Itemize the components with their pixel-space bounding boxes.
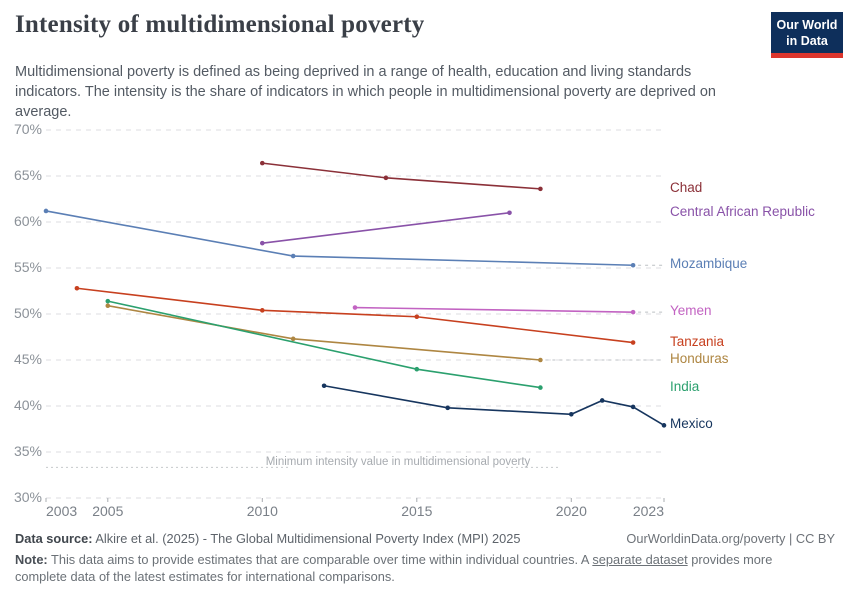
note-label: Note: bbox=[15, 552, 48, 567]
series-point-yemen-2013[interactable] bbox=[352, 305, 358, 310]
x-axis-label-2005: 2005 bbox=[92, 503, 124, 519]
y-axis-label-65: 65% bbox=[13, 167, 42, 183]
series-line-yemen[interactable] bbox=[354, 306, 634, 313]
series-point-tanzania-2010[interactable] bbox=[260, 308, 265, 313]
y-axis-label-60: 60% bbox=[13, 213, 42, 229]
series-point-tanzania-2015[interactable] bbox=[414, 314, 420, 320]
separate-dataset-link[interactable]: separate dataset bbox=[592, 552, 688, 567]
series-point-honduras-2019[interactable] bbox=[538, 357, 543, 363]
annotation-text: Minimum intensity value in multidimensio… bbox=[265, 456, 531, 468]
y-axis-label-50: 50% bbox=[13, 305, 42, 321]
series-label-india[interactable]: India bbox=[670, 378, 700, 394]
series-line-mexico[interactable] bbox=[323, 384, 665, 427]
series-point-mozambique-2011[interactable] bbox=[290, 253, 296, 259]
attribution-link[interactable]: OurWorldinData.org/poverty | CC BY bbox=[626, 531, 835, 546]
series-label-mozambique[interactable]: Mozambique bbox=[670, 256, 748, 272]
series-point-mexico-2016[interactable] bbox=[445, 405, 451, 411]
series-point-mexico-2023[interactable] bbox=[661, 423, 667, 428]
series-point-mozambique-2022[interactable] bbox=[630, 262, 636, 268]
x-axis-label-2020: 2020 bbox=[555, 503, 587, 519]
chart-footer: Data source: Alkire et al. (2025) - The … bbox=[15, 531, 835, 586]
series-point-honduras-2005[interactable] bbox=[105, 303, 111, 309]
owid-logo-line1: Our World bbox=[776, 18, 838, 32]
series-point-central-african-republic-2010[interactable] bbox=[260, 240, 265, 246]
y-axis-label-55: 55% bbox=[13, 259, 42, 275]
data-source: Data source: Alkire et al. (2025) - The … bbox=[15, 531, 520, 546]
series-label-yemen[interactable]: Yemen bbox=[670, 303, 712, 319]
series-line-central-african-republic[interactable] bbox=[262, 212, 510, 244]
series-point-tanzania-2022[interactable] bbox=[630, 340, 636, 345]
x-axis-label-2010: 2010 bbox=[246, 503, 278, 519]
note-text-2: provides more complete data of the lates… bbox=[15, 552, 773, 585]
series-point-chad-2010[interactable] bbox=[260, 160, 265, 166]
series-label-mexico[interactable]: Mexico bbox=[670, 416, 713, 432]
data-source-text: Alkire et al. (2025) - The Global Multid… bbox=[92, 531, 521, 546]
series-line-mozambique[interactable] bbox=[45, 210, 634, 267]
series-point-india-2005[interactable] bbox=[105, 298, 111, 304]
y-axis-label-45: 45% bbox=[13, 351, 42, 367]
x-axis-label-2023: 2023 bbox=[632, 503, 664, 519]
owid-logo-line2: in Data bbox=[786, 34, 828, 48]
page-title: Intensity of multidimensional poverty bbox=[15, 11, 425, 38]
x-axis-label-2003: 2003 bbox=[46, 503, 78, 519]
series-line-india[interactable] bbox=[107, 300, 541, 389]
series-point-mexico-2022[interactable] bbox=[630, 404, 636, 410]
y-axis-label-35: 35% bbox=[13, 443, 42, 459]
owid-logo[interactable]: Our World in Data bbox=[771, 12, 843, 58]
chart-subtitle: Multidimensional poverty is defined as b… bbox=[15, 64, 716, 120]
series-point-honduras-2011[interactable] bbox=[290, 336, 296, 342]
series-point-central-african-republic-2018[interactable] bbox=[507, 210, 512, 216]
series-point-mozambique-2003[interactable] bbox=[43, 208, 49, 214]
series-label-honduras[interactable]: Honduras bbox=[670, 351, 729, 366]
series-point-india-2019[interactable] bbox=[538, 385, 543, 390]
x-axis-label-2015: 2015 bbox=[401, 503, 433, 519]
series-point-mexico-2020[interactable] bbox=[569, 411, 574, 417]
series-point-mexico-2012[interactable] bbox=[321, 383, 327, 389]
series-label-tanzania[interactable]: Tanzania bbox=[670, 333, 725, 349]
chart-note: Note: This data aims to provide estimate… bbox=[15, 551, 805, 586]
y-axis-label-70: 70% bbox=[13, 121, 42, 137]
series-label-central-african-republic[interactable]: Central African Republic bbox=[670, 203, 815, 219]
series-point-yemen-2022[interactable] bbox=[630, 309, 636, 315]
y-axis-label-40: 40% bbox=[13, 397, 42, 413]
series-label-chad[interactable]: Chad bbox=[670, 179, 703, 195]
series-line-honduras[interactable] bbox=[107, 304, 541, 361]
series-point-chad-2014[interactable] bbox=[383, 175, 389, 181]
series-point-tanzania-2004[interactable] bbox=[74, 285, 80, 291]
y-axis-label-30: 30% bbox=[13, 489, 42, 505]
data-source-label: Data source: bbox=[15, 531, 93, 546]
series-point-chad-2019[interactable] bbox=[538, 186, 543, 192]
series-line-tanzania[interactable] bbox=[76, 287, 634, 344]
series-point-india-2015[interactable] bbox=[414, 366, 420, 372]
series-point-mexico-2021[interactable] bbox=[599, 398, 605, 403]
note-text-1: This data aims to provide estimates that… bbox=[47, 552, 593, 567]
